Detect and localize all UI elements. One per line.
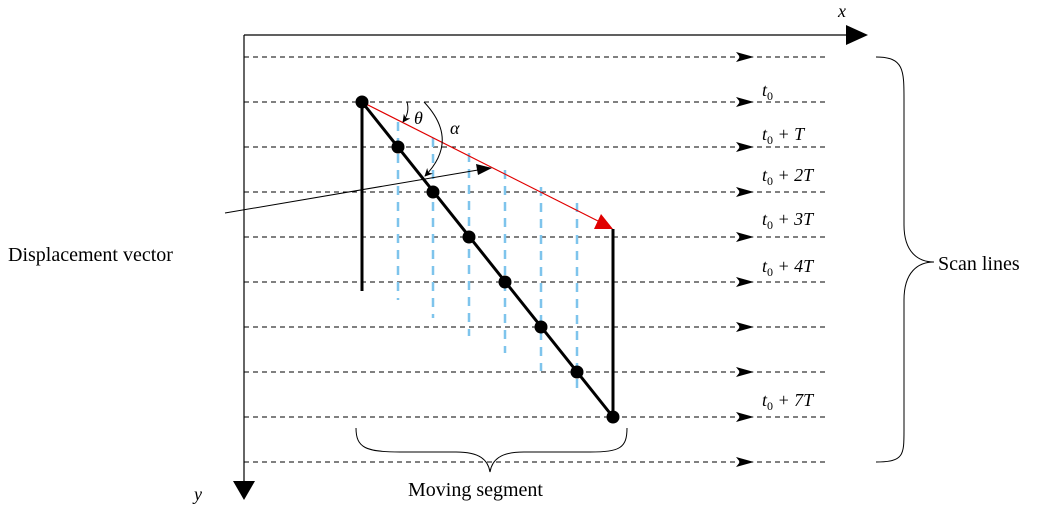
x-axis-label: x bbox=[837, 1, 846, 21]
time-label-t0: t0 bbox=[762, 80, 773, 103]
sample-point bbox=[606, 410, 620, 424]
scan-lines-brace bbox=[875, 56, 935, 463]
alpha-label: α bbox=[450, 118, 460, 138]
scan-arrow-icon bbox=[736, 367, 754, 377]
time-label-t3: t0 + 3T bbox=[762, 209, 815, 232]
sample-points bbox=[355, 95, 620, 424]
axes: x y bbox=[192, 1, 868, 504]
scan-arrow-icon bbox=[736, 277, 754, 287]
scan-arrow-icon bbox=[736, 322, 754, 332]
theta-label: θ bbox=[414, 108, 423, 128]
displacement-arrowhead bbox=[594, 214, 613, 229]
scan-lines bbox=[244, 56, 828, 463]
time-label-t1: t0 + T bbox=[762, 124, 806, 147]
scan-arrow-icon bbox=[736, 457, 754, 467]
projection-lines bbox=[396, 122, 579, 388]
time-label-t4: t0 + 4T bbox=[762, 256, 815, 279]
scan-line-arrowheads bbox=[736, 52, 754, 467]
scan-arrow-icon bbox=[736, 187, 754, 197]
segments bbox=[360, 101, 615, 418]
alpha-arc bbox=[423, 101, 443, 177]
sample-point bbox=[391, 140, 405, 154]
moving-segment-label: Moving segment bbox=[408, 479, 543, 501]
displacement-vector-label: Displacement vector bbox=[8, 244, 173, 266]
moving-segment-brace bbox=[355, 427, 628, 473]
sample-point bbox=[462, 230, 476, 244]
angles bbox=[402, 101, 443, 177]
scan-arrow-icon bbox=[736, 412, 754, 422]
sample-point bbox=[426, 185, 440, 199]
moving-segment-line bbox=[360, 101, 615, 418]
sample-point bbox=[534, 320, 548, 334]
displacement-pointer-arrowhead bbox=[476, 164, 492, 175]
displacement-vector-arrow bbox=[361, 101, 613, 229]
time-label-t7: t0 + 7T bbox=[762, 390, 815, 413]
displacement-vector-line bbox=[361, 101, 601, 223]
scan-arrow-icon bbox=[736, 142, 754, 152]
scan-arrow-icon bbox=[736, 97, 754, 107]
scan-lines-label: Scan lines bbox=[938, 253, 1020, 275]
x-axis-arrowhead bbox=[846, 25, 868, 45]
scan-arrow-icon bbox=[736, 52, 754, 62]
sample-point bbox=[498, 275, 512, 289]
scan-arrow-icon bbox=[736, 232, 754, 242]
y-axis-label: y bbox=[192, 484, 202, 504]
time-label-t2: t0 + 2T bbox=[762, 165, 815, 188]
sample-point bbox=[570, 365, 584, 379]
sample-point bbox=[355, 95, 369, 109]
displacement-pointer-line bbox=[224, 169, 479, 214]
theta-arc bbox=[402, 101, 411, 123]
y-axis-arrowhead bbox=[233, 481, 255, 500]
time-labels: t0 t0 + T t0 + 2T t0 + 3T t0 + 4T t0 + 7… bbox=[762, 80, 815, 413]
